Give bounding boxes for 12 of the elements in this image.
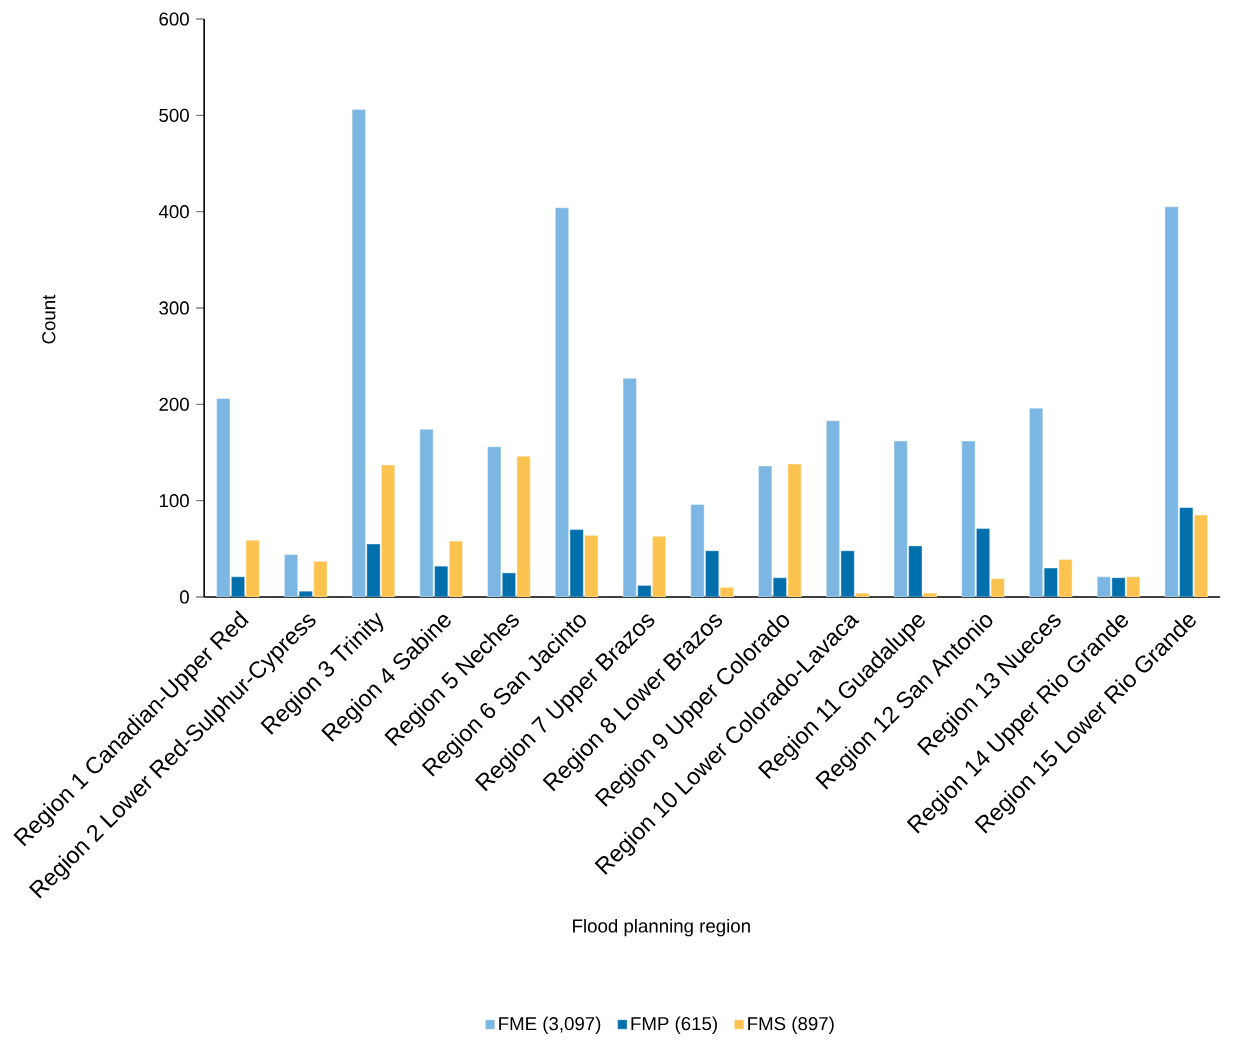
- legend-label: FMS (897): [748, 1016, 834, 1034]
- y-tick-label: 600: [159, 12, 189, 26]
- y-tick-label: 300: [159, 301, 189, 315]
- legend-label: FME (3,097): [499, 1016, 601, 1034]
- y-tick-label: 500: [159, 108, 189, 122]
- y-axis-title: Count: [42, 294, 56, 344]
- x-axis-title: Flood planning region: [573, 918, 750, 937]
- y-tick-label: 400: [158, 205, 189, 219]
- y-tick-label: 100: [159, 494, 189, 508]
- y-tick-label: 0: [180, 590, 189, 604]
- y-tick-label: 200: [159, 397, 189, 411]
- legend-label: FMP (615): [631, 1016, 717, 1034]
